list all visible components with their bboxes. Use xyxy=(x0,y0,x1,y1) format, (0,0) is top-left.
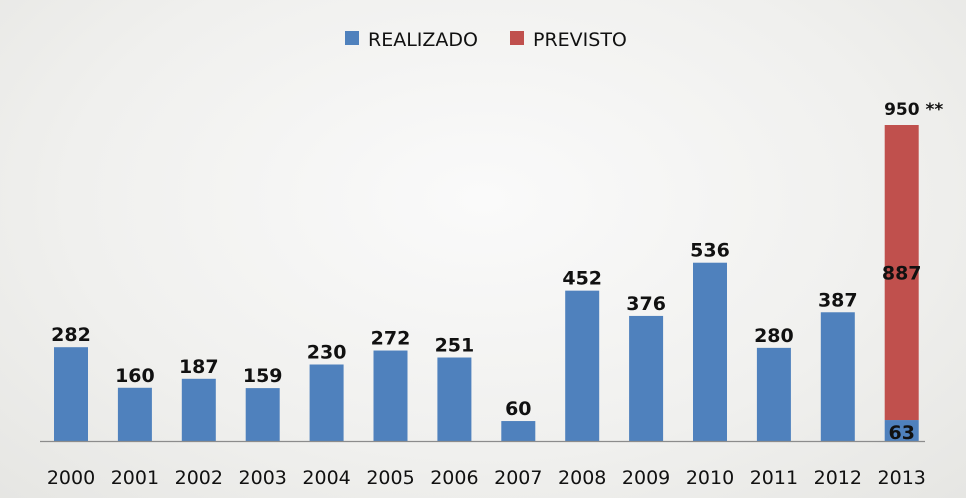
x-tick-2000: 2000 xyxy=(47,467,95,489)
data-label-realizado-2004: 230 xyxy=(307,341,347,363)
labels: 282 2000 160 2001 187 2002 159 2003 230 2004 272 20… xyxy=(47,100,944,489)
bar-realizado-2001 xyxy=(117,387,152,441)
bar-realizado-2012 xyxy=(820,312,855,441)
bar-realizado-2009 xyxy=(629,315,664,441)
data-label-realizado-2012: 387 xyxy=(818,289,858,311)
total-annotation-2013: 950 ** xyxy=(884,100,943,120)
data-label-realizado-2011: 280 xyxy=(754,325,794,347)
x-tick-2011: 2011 xyxy=(750,467,798,489)
legend-label-previsto: PREVISTO xyxy=(533,29,627,51)
bars xyxy=(54,125,919,441)
legend: REALIZADO PREVISTO xyxy=(345,29,627,51)
x-tick-2012: 2012 xyxy=(814,467,862,489)
x-tick-2010: 2010 xyxy=(686,467,734,489)
data-label-realizado-2009: 376 xyxy=(626,293,666,315)
data-label-realizado-2005: 272 xyxy=(371,328,411,350)
data-label-previsto-2013: 887 xyxy=(882,263,922,285)
x-tick-2001: 2001 xyxy=(111,467,159,489)
x-tick-2004: 2004 xyxy=(302,467,350,489)
legend-swatch-realizado xyxy=(345,31,359,45)
data-label-realizado-2008: 452 xyxy=(562,268,602,290)
bar-realizado-2013 xyxy=(884,420,919,441)
bar-previsto-2013 xyxy=(884,125,919,421)
data-label-realizado-2000: 282 xyxy=(51,324,91,346)
x-tick-2006: 2006 xyxy=(430,467,478,489)
bar-realizado-2011 xyxy=(756,347,791,441)
bar-realizado-2004 xyxy=(309,364,344,441)
bar-realizado-2007 xyxy=(501,421,536,441)
legend-swatch-previsto xyxy=(510,31,524,45)
x-tick-2002: 2002 xyxy=(175,467,223,489)
data-label-realizado-2007: 60 xyxy=(505,398,531,420)
bar-realizado-2006 xyxy=(437,357,472,441)
bar-realizado-2010 xyxy=(693,262,727,441)
data-label-realizado-2002: 187 xyxy=(179,356,219,378)
x-tick-2007: 2007 xyxy=(494,467,542,489)
bar-realizado-2008 xyxy=(565,290,600,441)
bar-realizado-2005 xyxy=(373,350,408,441)
x-tick-2003: 2003 xyxy=(239,467,287,489)
data-label-realizado-2001: 160 xyxy=(115,365,155,387)
x-tick-2008: 2008 xyxy=(558,467,606,489)
bar-realizado-2000 xyxy=(54,347,88,441)
bar-realizado-2003 xyxy=(245,388,280,441)
x-tick-2005: 2005 xyxy=(366,467,414,489)
x-tick-2009: 2009 xyxy=(622,467,670,489)
x-tick-2013: 2013 xyxy=(878,467,926,489)
data-label-realizado-2006: 251 xyxy=(435,335,475,357)
data-label-realizado-2010: 536 xyxy=(690,240,730,262)
data-label-realizado-2003: 159 xyxy=(243,365,283,387)
bar-realizado-2002 xyxy=(181,378,216,441)
legend-label-realizado: REALIZADO xyxy=(368,29,478,51)
data-label-realizado-2013: 63 xyxy=(888,422,914,444)
